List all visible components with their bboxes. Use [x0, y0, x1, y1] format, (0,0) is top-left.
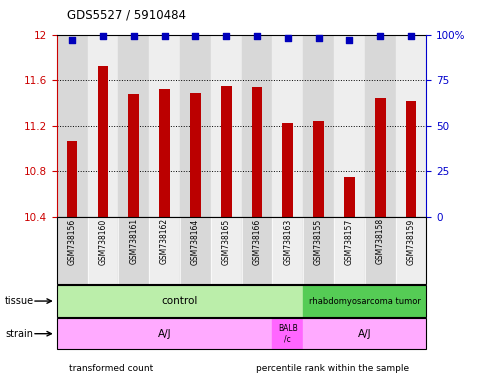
Bar — [159, 89, 170, 217]
Bar — [344, 177, 355, 217]
Bar — [211, 217, 242, 284]
Bar — [365, 35, 395, 217]
Bar — [242, 35, 272, 217]
Bar — [98, 66, 108, 217]
Bar — [88, 217, 118, 284]
Text: tissue: tissue — [5, 296, 34, 306]
Bar — [57, 318, 272, 349]
Bar — [57, 285, 303, 317]
Bar — [149, 217, 180, 284]
Bar — [149, 35, 180, 217]
Bar — [365, 217, 395, 284]
Text: A/J: A/J — [158, 329, 172, 339]
Bar — [67, 141, 77, 217]
Bar — [57, 35, 88, 217]
Bar — [251, 87, 262, 217]
Bar — [242, 217, 272, 284]
Text: GSM738158: GSM738158 — [376, 218, 385, 265]
Text: GSM738157: GSM738157 — [345, 218, 354, 265]
Text: percentile rank within the sample: percentile rank within the sample — [256, 364, 410, 373]
Point — [99, 33, 107, 40]
Text: rhabdomyosarcoma tumor: rhabdomyosarcoma tumor — [309, 296, 421, 306]
Bar — [395, 217, 426, 284]
Bar — [272, 217, 303, 284]
Point — [315, 35, 322, 41]
Bar — [406, 101, 417, 217]
Bar — [395, 35, 426, 217]
Bar — [211, 35, 242, 217]
Text: GSM738163: GSM738163 — [283, 218, 292, 265]
Bar — [303, 35, 334, 217]
Text: GSM738159: GSM738159 — [407, 218, 416, 265]
Bar — [57, 217, 88, 284]
Bar — [334, 35, 365, 217]
Point — [222, 33, 230, 40]
Text: GSM738165: GSM738165 — [222, 218, 231, 265]
Point — [407, 33, 415, 40]
Bar — [180, 35, 211, 217]
Bar — [272, 318, 303, 349]
Text: GSM738162: GSM738162 — [160, 218, 169, 265]
Text: BALB
/c: BALB /c — [278, 324, 298, 343]
Text: GSM738155: GSM738155 — [314, 218, 323, 265]
Text: GSM738161: GSM738161 — [129, 218, 138, 265]
Bar — [313, 121, 324, 217]
Point — [284, 35, 292, 41]
Bar — [334, 217, 365, 284]
Point — [346, 37, 353, 43]
Bar — [282, 124, 293, 217]
Text: transformed count: transformed count — [69, 364, 153, 373]
Text: strain: strain — [5, 329, 33, 339]
Bar — [272, 35, 303, 217]
Point — [130, 33, 138, 40]
Text: GSM738166: GSM738166 — [252, 218, 261, 265]
Bar — [303, 285, 426, 317]
Bar — [221, 86, 232, 217]
Bar — [303, 217, 334, 284]
Bar — [180, 217, 211, 284]
Point — [68, 37, 76, 43]
Bar — [190, 93, 201, 217]
Point — [161, 33, 169, 40]
Bar — [118, 217, 149, 284]
Text: GSM738160: GSM738160 — [99, 218, 107, 265]
Text: GSM738156: GSM738156 — [68, 218, 76, 265]
Point — [376, 33, 384, 40]
Bar — [118, 35, 149, 217]
Bar — [303, 318, 426, 349]
Text: control: control — [162, 296, 198, 306]
Text: GDS5527 / 5910484: GDS5527 / 5910484 — [67, 8, 185, 21]
Bar — [88, 35, 118, 217]
Bar — [375, 98, 386, 217]
Bar — [128, 94, 139, 217]
Text: GSM738164: GSM738164 — [191, 218, 200, 265]
Point — [253, 33, 261, 40]
Text: A/J: A/J — [358, 329, 372, 339]
Point — [191, 33, 199, 40]
